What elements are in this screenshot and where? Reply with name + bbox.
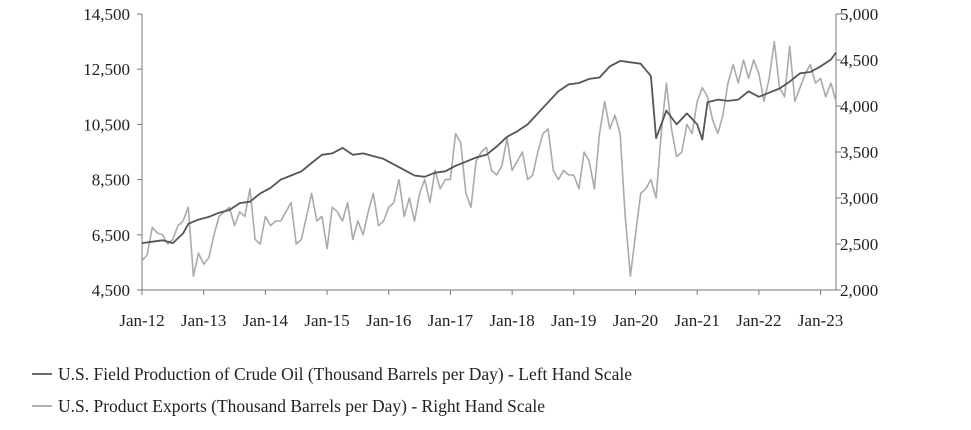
x-tick-label: Jan-20: [613, 311, 658, 330]
left-tick-label: 6,500: [92, 226, 130, 245]
x-tick-label: Jan-14: [243, 311, 289, 330]
x-axis: Jan-12 Jan-13 Jan-14 Jan-15 Jan-16 Jan-17 Jan-…: [119, 289, 843, 330]
x-tick-label: Jan-22: [736, 311, 781, 330]
right-tick-label: 4,000: [840, 97, 878, 116]
x-tick-label: Jan-19: [551, 311, 596, 330]
right-tick-label: 3,000: [840, 189, 878, 208]
x-tick-label: Jan-17: [428, 311, 474, 330]
left-y-axis: 4,500 6,500 8,500 10,500 12,500 14,500: [83, 5, 143, 300]
legend: U.S. Field Production of Crude Oil (Thou…: [32, 364, 632, 416]
x-tick-label: Jan-23: [798, 311, 843, 330]
left-tick-label: 14,500: [83, 5, 130, 24]
x-tick-label: Jan-18: [489, 311, 534, 330]
left-tick-label: 12,500: [83, 60, 130, 79]
left-tick-label: 8,500: [92, 171, 130, 190]
right-tick-label: 2,000: [840, 281, 878, 300]
right-tick-label: 5,000: [840, 5, 878, 24]
left-tick-label: 4,500: [92, 281, 130, 300]
right-tick-label: 4,500: [840, 51, 878, 70]
x-tick-label: Jan-12: [119, 311, 164, 330]
right-y-axis: 2,000 2,500 3,000 3,500 4,000 4,500 5,000: [835, 5, 878, 300]
legend-label: U.S. Field Production of Crude Oil (Thou…: [58, 364, 632, 384]
right-tick-label: 3,500: [840, 143, 878, 162]
x-tick-label: Jan-16: [366, 311, 411, 330]
series-lines: [141, 40, 837, 278]
x-tick-label: Jan-13: [181, 311, 226, 330]
legend-label: U.S. Product Exports (Thousand Barrels p…: [58, 396, 545, 416]
x-tick-label: Jan-15: [304, 311, 349, 330]
x-tick-label: Jan-21: [675, 311, 720, 330]
series-line-crude-production: [141, 52, 837, 245]
left-tick-label: 10,500: [83, 115, 130, 134]
series-line-product-exports: [141, 40, 837, 278]
right-tick-label: 2,500: [840, 235, 878, 254]
